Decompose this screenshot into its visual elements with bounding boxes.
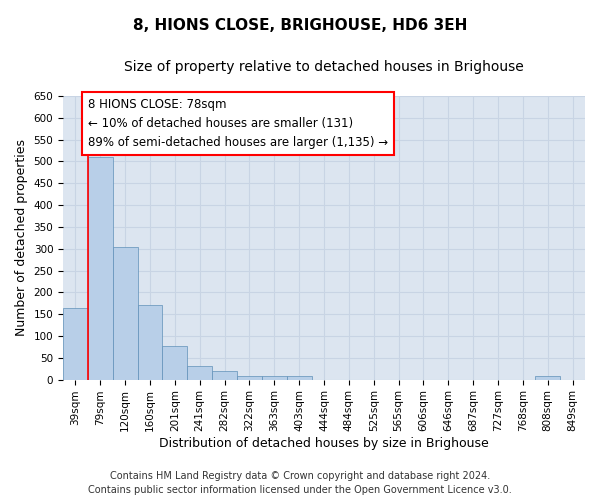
Bar — [262, 376, 287, 380]
Bar — [137, 306, 163, 380]
Bar — [163, 346, 187, 380]
Bar — [63, 308, 88, 380]
Bar — [187, 366, 212, 380]
Bar — [212, 371, 237, 380]
Text: 8, HIONS CLOSE, BRIGHOUSE, HD6 3EH: 8, HIONS CLOSE, BRIGHOUSE, HD6 3EH — [133, 18, 467, 32]
Title: Size of property relative to detached houses in Brighouse: Size of property relative to detached ho… — [124, 60, 524, 74]
Bar — [113, 248, 137, 380]
Bar — [535, 376, 560, 380]
Text: 8 HIONS CLOSE: 78sqm
← 10% of detached houses are smaller (131)
89% of semi-deta: 8 HIONS CLOSE: 78sqm ← 10% of detached h… — [88, 98, 388, 149]
Bar — [88, 157, 113, 380]
Bar — [287, 376, 311, 380]
Y-axis label: Number of detached properties: Number of detached properties — [15, 140, 28, 336]
Text: Contains HM Land Registry data © Crown copyright and database right 2024.
Contai: Contains HM Land Registry data © Crown c… — [88, 471, 512, 495]
Bar — [237, 376, 262, 380]
X-axis label: Distribution of detached houses by size in Brighouse: Distribution of detached houses by size … — [159, 437, 489, 450]
